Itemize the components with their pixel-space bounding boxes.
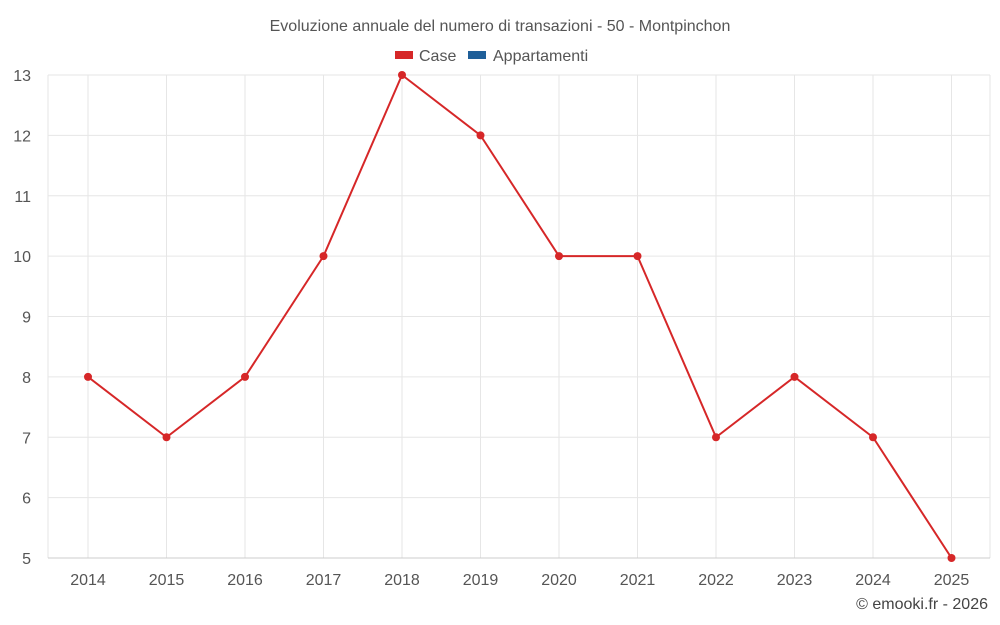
- y-tick-label: 5: [22, 551, 31, 568]
- y-tick-label: 7: [22, 430, 31, 447]
- legend-swatch-appartamenti: [468, 51, 486, 59]
- y-tick-label: 10: [13, 249, 31, 266]
- x-tick-label: 2016: [227, 572, 263, 589]
- x-tick-label: 2025: [934, 572, 970, 589]
- data-point-case[interactable]: [712, 433, 720, 442]
- data-point-case[interactable]: [555, 252, 563, 261]
- x-tick-label: 2020: [541, 572, 577, 589]
- data-point-case[interactable]: [398, 71, 406, 79]
- data-point-case[interactable]: [790, 372, 799, 381]
- x-tick-label: 2017: [306, 572, 342, 589]
- legend-swatch-case: [395, 51, 413, 59]
- y-gridlines: [48, 74, 990, 559]
- chart-title: Evoluzione annuale del numero di transaz…: [270, 18, 731, 35]
- x-axis-ticks: 2014 2015 2016 2017 2018 2019 2020 2021 2022 2023…: [70, 572, 969, 589]
- legend: Case Appartamenti: [395, 48, 588, 65]
- x-gridlines: [47, 75, 991, 558]
- legend-label-appartamenti: Appartamenti: [493, 48, 588, 65]
- data-point-case[interactable]: [633, 252, 642, 261]
- data-point-case[interactable]: [869, 433, 877, 442]
- legend-item-case[interactable]: Case: [395, 48, 456, 65]
- data-point-case[interactable]: [241, 372, 249, 381]
- x-tick-label: 2015: [149, 572, 185, 589]
- y-tick-label: 9: [22, 310, 31, 327]
- x-tick-label: 2022: [698, 572, 734, 589]
- x-tick-label: 2021: [620, 572, 656, 589]
- x-tick-label: 2014: [70, 572, 106, 589]
- data-point-case[interactable]: [162, 433, 171, 442]
- x-tick-label: 2023: [777, 572, 813, 589]
- data-point-case[interactable]: [476, 131, 485, 140]
- series-case: [84, 71, 956, 562]
- legend-item-appartamenti[interactable]: Appartamenti: [468, 48, 588, 65]
- y-tick-label: 6: [22, 491, 31, 508]
- legend-label-case: Case: [419, 48, 456, 65]
- y-tick-label: 13: [13, 68, 31, 85]
- series-line-case: [87, 74, 953, 559]
- y-tick-label: 8: [22, 370, 31, 387]
- y-tick-label: 11: [14, 189, 31, 206]
- credit-text: © emooki.fr - 2026: [856, 596, 988, 613]
- x-tick-label: 2019: [463, 572, 499, 589]
- y-tick-label: 12: [13, 128, 31, 145]
- data-point-case[interactable]: [947, 554, 956, 562]
- x-tick-label: 2024: [855, 572, 891, 589]
- y-axis-ticks: 5 6 7 8 9 10 11 12 13: [13, 68, 31, 568]
- data-point-case[interactable]: [84, 372, 92, 381]
- data-point-case[interactable]: [319, 252, 328, 261]
- x-tick-label: 2018: [384, 572, 420, 589]
